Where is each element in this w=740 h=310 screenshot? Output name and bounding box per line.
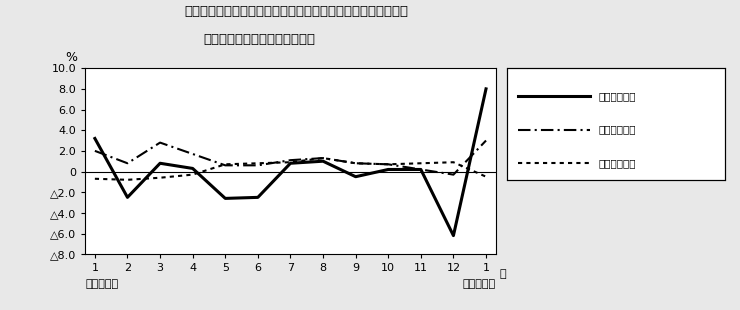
- 現金給与総額: [123, 196, 132, 199]
- 常用雇用指数: [319, 156, 328, 160]
- 常用雇用指数: [482, 175, 491, 179]
- 常用雇用指数: [155, 176, 164, 179]
- Text: 月: 月: [500, 269, 507, 279]
- Line: 現金給与総額: 現金給与総額: [95, 89, 486, 236]
- 常用雇用指数: [221, 162, 229, 166]
- Text: 現金給与総額: 現金給与総額: [599, 91, 636, 101]
- 現金給与総額: [155, 162, 164, 165]
- Text: 平成２２年: 平成２２年: [85, 279, 118, 289]
- 現金給与総額: [286, 162, 295, 165]
- Text: （規模５人以上　調査産業計）: （規模５人以上 調査産業計）: [203, 33, 315, 46]
- 現金給与総額: [188, 166, 197, 170]
- 現金給与総額: [319, 159, 328, 163]
- Text: 平成２３年: 平成２３年: [462, 279, 496, 289]
- 総実労働時間: [384, 162, 393, 166]
- 常用雇用指数: [188, 173, 197, 176]
- 常用雇用指数: [449, 160, 458, 164]
- 総実労働時間: [188, 152, 197, 156]
- Text: 常用雇用指数: 常用雇用指数: [599, 158, 636, 168]
- 常用雇用指数: [253, 162, 262, 165]
- 総実労働時間: [417, 168, 425, 171]
- 現金給与総額: [482, 87, 491, 91]
- 常用雇用指数: [417, 162, 425, 165]
- 常用雇用指数: [384, 162, 393, 166]
- Line: 総実労働時間: 総実労働時間: [95, 140, 486, 175]
- 現金給与総額: [221, 197, 229, 200]
- 総実労働時間: [123, 162, 132, 165]
- 常用雇用指数: [90, 177, 99, 181]
- 現金給与総額: [253, 196, 262, 199]
- Line: 常用雇用指数: 常用雇用指数: [95, 158, 486, 180]
- 総実労働時間: [221, 163, 229, 167]
- 総実労働時間: [482, 139, 491, 142]
- 総実労働時間: [90, 149, 99, 153]
- Text: 第４図　賃金、労働時間、常用雇用指数　対前年同月比の推移: 第４図 賃金、労働時間、常用雇用指数 対前年同月比の推移: [184, 5, 408, 18]
- 常用雇用指数: [123, 178, 132, 182]
- 現金給与総額: [352, 175, 360, 179]
- Text: 総実労働時間: 総実労働時間: [599, 125, 636, 135]
- 現金給与総額: [90, 137, 99, 140]
- 総実労働時間: [286, 158, 295, 162]
- 総実労働時間: [352, 162, 360, 165]
- Text: %: %: [65, 51, 77, 64]
- 総実労働時間: [449, 173, 458, 176]
- 現金給与総額: [384, 168, 393, 171]
- 総実労働時間: [155, 141, 164, 144]
- 常用雇用指数: [286, 160, 295, 164]
- 常用雇用指数: [352, 162, 360, 165]
- 総実労働時間: [253, 163, 262, 167]
- 総実労働時間: [319, 156, 328, 160]
- 現金給与総額: [417, 168, 425, 171]
- 現金給与総額: [449, 234, 458, 237]
